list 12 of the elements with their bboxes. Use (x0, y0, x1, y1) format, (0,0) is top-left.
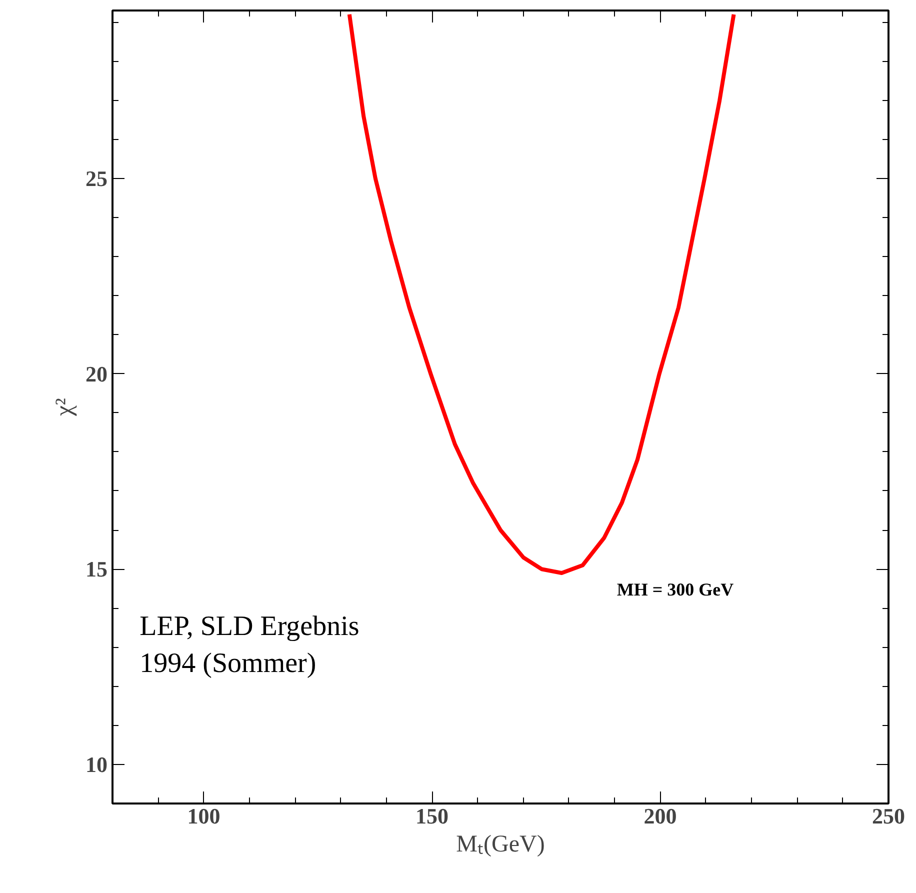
y-tick-label: 10 (86, 752, 108, 777)
y-tick-label: 20 (86, 361, 108, 386)
x-tick-label: 100 (187, 804, 220, 828)
annotation: MH = 300 GeV (616, 579, 734, 600)
annotation: LEP, SLD Ergebnis 1994 (Sommer) (140, 610, 360, 679)
y-tick-label: 25 (86, 166, 108, 191)
y-axis-title: χ² (52, 398, 78, 417)
y-tick-label: 15 (86, 556, 108, 582)
x-axis-title: Mₜ(GeV) (456, 832, 545, 858)
x-tick-label: 250 (872, 804, 905, 828)
x-tick-label: 150 (416, 804, 449, 828)
x-tick-label: 200 (644, 804, 677, 828)
